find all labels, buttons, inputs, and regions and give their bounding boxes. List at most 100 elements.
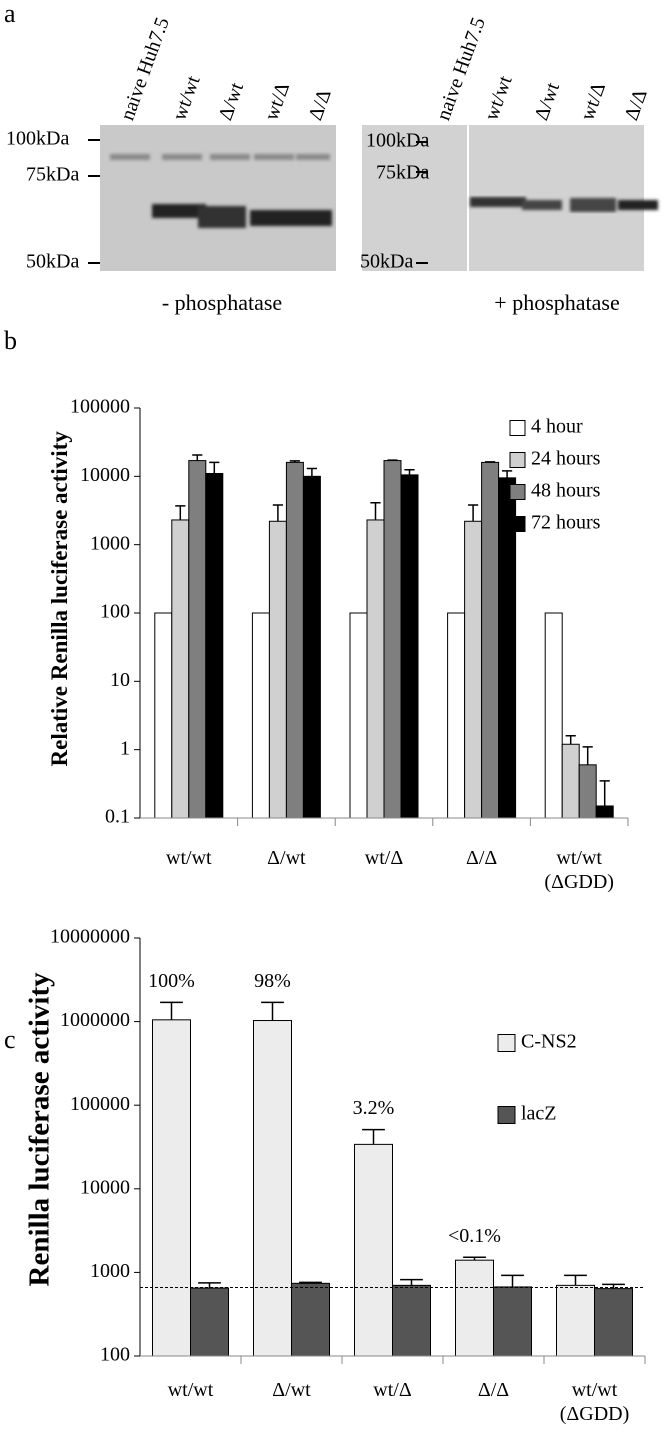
error-bar bbox=[198, 1282, 221, 1289]
y-tick-label: 10 bbox=[110, 669, 130, 691]
error-bar bbox=[582, 746, 593, 765]
bar bbox=[556, 1284, 595, 1357]
marker-label: 100kDa bbox=[6, 128, 69, 150]
legend-label: 4 hour bbox=[531, 416, 583, 438]
blot-caption: - phosphatase bbox=[162, 290, 282, 315]
bar bbox=[544, 612, 563, 819]
bar bbox=[594, 1288, 633, 1357]
error-bar bbox=[468, 504, 479, 522]
lane-label: Δ/Δ bbox=[304, 86, 335, 123]
bar bbox=[251, 612, 270, 819]
lane-label: wt/Δ bbox=[260, 80, 294, 124]
x-tick-label: wt/wt (ΔGDD) bbox=[559, 1379, 630, 1425]
error-bar bbox=[160, 1001, 183, 1020]
bar bbox=[561, 743, 580, 819]
legend-label: 72 hours bbox=[531, 512, 601, 534]
error-bar bbox=[261, 1001, 284, 1021]
error-bar bbox=[400, 1278, 423, 1286]
blot-left bbox=[100, 125, 336, 271]
y-tick-label: 1000000 bbox=[60, 1009, 130, 1031]
error-bar bbox=[387, 459, 398, 461]
bar bbox=[595, 805, 614, 819]
error-bar bbox=[564, 1274, 587, 1286]
marker-label: 100kDa bbox=[366, 130, 429, 152]
y-tick-label: 100000 bbox=[70, 1093, 130, 1115]
lane-label: naive Huh7.5 bbox=[116, 14, 174, 123]
annotation: 98% bbox=[254, 970, 291, 992]
error-bar bbox=[272, 504, 283, 522]
error-bar bbox=[404, 468, 415, 475]
lane-label: Δ/wt bbox=[214, 79, 248, 123]
x-tick-label: Δ/wt bbox=[272, 1379, 311, 1401]
bar bbox=[349, 612, 368, 819]
marker-ticks bbox=[88, 139, 428, 264]
marker-label: 75kDa bbox=[26, 164, 79, 186]
bar bbox=[285, 461, 304, 819]
error-bar bbox=[370, 502, 381, 520]
error-bar bbox=[299, 1281, 322, 1284]
panel-label: a bbox=[4, 0, 16, 28]
y-tick-label: 10000 bbox=[80, 1176, 130, 1198]
annotation: 3.2% bbox=[353, 1097, 395, 1119]
y-tick-label: 10000 bbox=[80, 464, 130, 486]
y-tick-label: 1000 bbox=[90, 532, 130, 554]
error-bar bbox=[502, 470, 513, 478]
lane-label: Δ/Δ bbox=[620, 86, 651, 123]
lane-label: Δ/wt bbox=[530, 79, 564, 123]
lane-label: naive Huh7.5 bbox=[432, 14, 490, 123]
bar bbox=[253, 1020, 292, 1357]
legend-swatch bbox=[509, 420, 526, 436]
bar bbox=[190, 1287, 229, 1357]
error-bar bbox=[192, 454, 203, 461]
legend-swatch bbox=[497, 1034, 516, 1052]
error-bar bbox=[485, 461, 496, 463]
y-tick-label: 100 bbox=[100, 1344, 130, 1366]
bar bbox=[268, 520, 287, 819]
legend-swatch bbox=[497, 1106, 516, 1124]
x-tick-label: Δ/wt bbox=[267, 847, 306, 869]
error-bar bbox=[289, 460, 300, 463]
y-tick-label: 0.1 bbox=[105, 806, 130, 828]
bar bbox=[366, 519, 385, 819]
x-tick-label: wt/Δ bbox=[373, 1379, 412, 1401]
y-tick-label: 100000 bbox=[70, 396, 130, 418]
bar bbox=[493, 1286, 532, 1357]
bar bbox=[291, 1282, 330, 1357]
x-tick-label: wt/wt (ΔGDD) bbox=[544, 847, 614, 893]
bar bbox=[400, 474, 419, 819]
error-bar bbox=[463, 1256, 486, 1261]
panel-label: b bbox=[4, 326, 17, 355]
x-tick-label: Δ/Δ bbox=[477, 1379, 510, 1401]
x-tick-label: Δ/Δ bbox=[465, 847, 498, 869]
legend-swatch bbox=[509, 452, 526, 468]
error-bar bbox=[209, 461, 220, 474]
bands-right bbox=[470, 197, 658, 212]
bar bbox=[383, 460, 402, 819]
marker-label: 75kDa bbox=[376, 162, 429, 184]
bar bbox=[171, 519, 190, 819]
blot-caption: + phosphatase bbox=[494, 290, 619, 315]
annotation: <0.1% bbox=[448, 1225, 501, 1247]
bar bbox=[154, 612, 173, 819]
error-bar bbox=[362, 1128, 385, 1145]
bar bbox=[152, 1019, 191, 1357]
x-tick-label: wt/Δ bbox=[364, 847, 404, 869]
marker-label: 50kDa bbox=[360, 251, 413, 273]
panel-label: c bbox=[4, 1025, 16, 1054]
legend-swatch bbox=[509, 484, 526, 500]
y-tick-label: 100 bbox=[100, 601, 130, 623]
error-bar bbox=[602, 1283, 625, 1289]
bar bbox=[188, 460, 207, 819]
marker-label: 50kDa bbox=[26, 251, 79, 273]
legend-swatch bbox=[509, 516, 526, 532]
lane-label: wt/Δ bbox=[576, 80, 610, 124]
y-tick-label: 10000000 bbox=[50, 926, 130, 948]
bar bbox=[578, 764, 597, 819]
bar bbox=[455, 1259, 494, 1357]
y-tick-label: 1000 bbox=[90, 1260, 130, 1282]
lane-label: wt/wt bbox=[168, 73, 204, 124]
error-bar bbox=[175, 505, 186, 520]
error-bar bbox=[599, 780, 610, 806]
